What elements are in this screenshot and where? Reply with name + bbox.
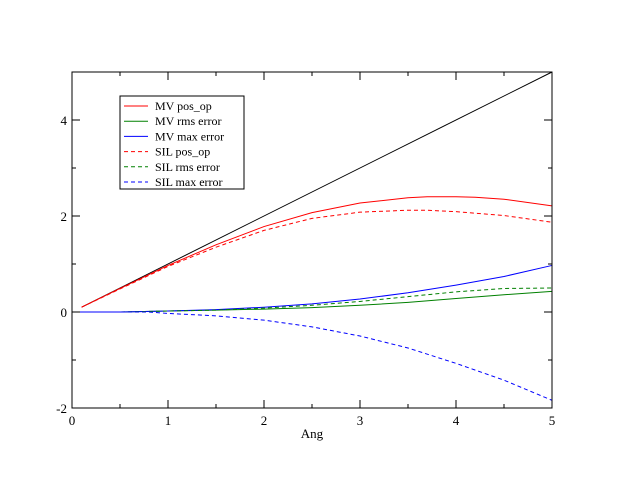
x-tick-label: 0 bbox=[69, 413, 76, 428]
legend-label: MV rms error bbox=[155, 114, 221, 128]
series-line-4 bbox=[72, 287, 553, 313]
legend-label: SIL rms error bbox=[155, 160, 220, 174]
legend-label: MV max error bbox=[155, 129, 224, 143]
x-axis-label: Ang bbox=[301, 426, 324, 441]
series-line-0 bbox=[81, 196, 553, 308]
reference-line bbox=[81, 71, 553, 308]
y-tick-label: 2 bbox=[61, 209, 68, 224]
x-tick-label: 4 bbox=[453, 413, 460, 428]
x-tick-label: 2 bbox=[261, 413, 268, 428]
y-tick-label: 4 bbox=[61, 113, 68, 128]
series-line-5 bbox=[72, 311, 553, 401]
legend-label: SIL max error bbox=[155, 175, 223, 189]
x-tick-label: 5 bbox=[549, 413, 556, 428]
x-tick-label: 3 bbox=[357, 413, 364, 428]
plot-lines bbox=[72, 71, 553, 401]
y-tick-label: 0 bbox=[61, 305, 68, 320]
legend-box bbox=[119, 95, 245, 190]
x-tick-label: 1 bbox=[165, 413, 172, 428]
legend-label: MV pos_op bbox=[155, 99, 212, 113]
y-tick-label: -2 bbox=[56, 401, 67, 416]
legend-label: SIL pos_op bbox=[155, 145, 210, 159]
series-line-3 bbox=[81, 209, 553, 308]
